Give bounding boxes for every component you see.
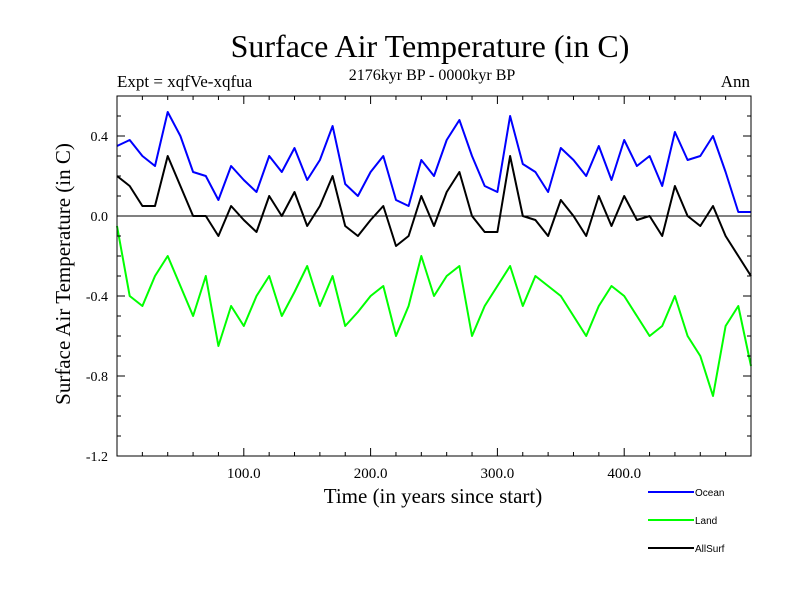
- y-tick-label: -0.8: [86, 370, 108, 385]
- x-tick-label: 400.0: [607, 466, 641, 482]
- x-axis-label: Time (in years since start): [324, 484, 543, 508]
- legend: Ocean Land AllSurf: [648, 488, 725, 555]
- x-tick-label: 100.0: [227, 466, 261, 482]
- season-label: Ann: [721, 72, 751, 91]
- series-ocean-line: [116, 111, 751, 213]
- y-axis-label: Surface Air Temperature (in C): [51, 143, 75, 405]
- legend-label-land: Land: [695, 516, 717, 527]
- y-tick-label: 0.4: [91, 130, 109, 145]
- y-tick-label: 0.0: [91, 210, 109, 225]
- axis-layer: -1.2 -0.8 -0.4 0.0 0.4 100.0 200.0 300.0 400.0: [86, 95, 751, 482]
- legend-label-allsurf: AllSurf: [695, 544, 725, 555]
- experiment-label: Expt = xqfVe-xqfua: [117, 72, 253, 91]
- series-land-line: [116, 225, 752, 397]
- y-tick-label: -1.2: [86, 450, 108, 465]
- time-range-label: 2176kyr BP - 0000kyr BP: [349, 67, 516, 84]
- plot-frame: [116, 95, 752, 457]
- y-tick-label: -0.4: [86, 290, 108, 305]
- legend-label-ocean: Ocean: [695, 488, 724, 499]
- series-allsurf-line: [116, 155, 752, 277]
- chart-title: Surface Air Temperature (in C): [231, 28, 630, 64]
- x-tick-label: 300.0: [481, 466, 515, 482]
- x-tick-label: 200.0: [354, 466, 388, 482]
- series-layer: [116, 111, 752, 397]
